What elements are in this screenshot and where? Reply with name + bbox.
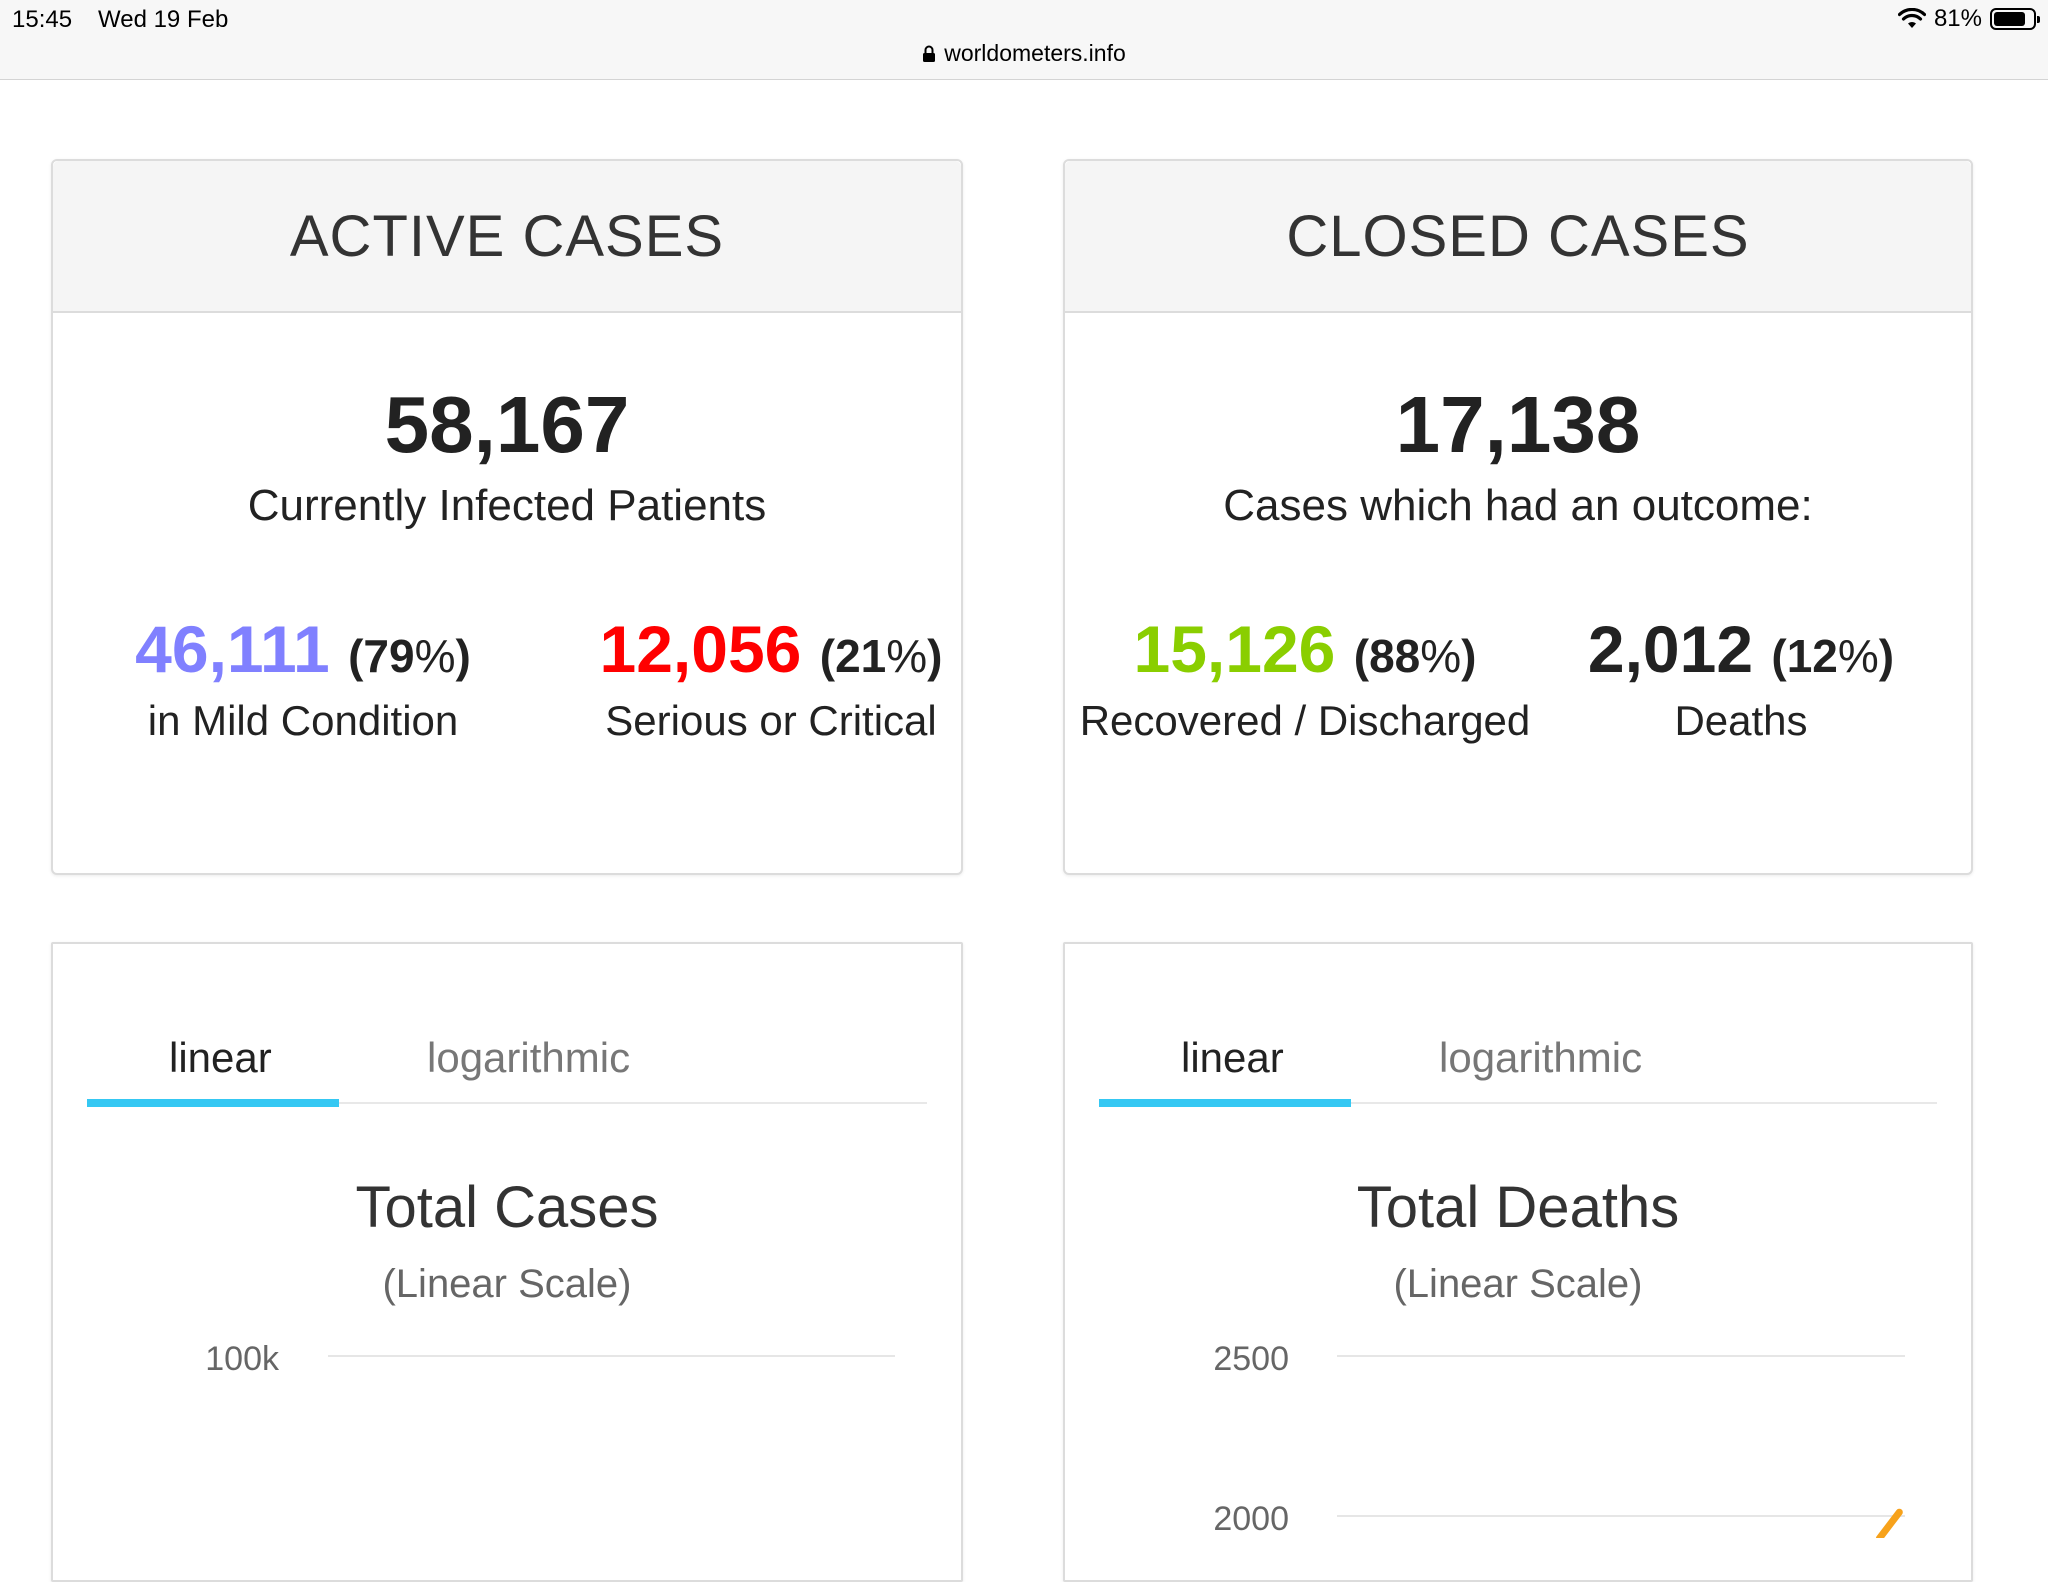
deaths-label: Deaths — [1674, 697, 1808, 744]
chart-subtitle: (Linear Scale) — [382, 1262, 632, 1306]
recovered-label: Recovered / Discharged — [1079, 697, 1531, 744]
tab-linear[interactable]: linear — [1181, 1034, 1284, 1081]
serious-label: Serious or Critical — [605, 697, 937, 744]
tab-divider — [1099, 1102, 1937, 1104]
address-bar[interactable]: worldometers.info — [0, 40, 2048, 67]
serious-percent: (21%) — [819, 630, 943, 682]
battery-percent: 81% — [1933, 5, 1982, 32]
chart-title: Total Cases — [355, 1175, 659, 1240]
active-cases-panel: ACTIVE CASES 58,167 Currently Infected P… — [51, 159, 963, 875]
mild-percent: (79%) — [348, 630, 471, 682]
recovered-value: 15,126 — [1133, 612, 1336, 686]
mild-value: 46,111 — [135, 612, 330, 686]
mild-label: in Mild Condition — [147, 697, 459, 744]
active-cases-total: 58,167 — [384, 380, 630, 469]
chart-subtitle: (Linear Scale) — [1393, 1262, 1643, 1306]
closed-cases-subtitle: Cases which had an outcome: — [1223, 481, 1813, 530]
closed-cases-panel: CLOSED CASES 17,138 Cases which had an o… — [1063, 159, 1973, 875]
serious-value: 12,056 — [599, 612, 802, 686]
y-tick-label: 2500 — [1213, 1340, 1289, 1378]
y-tick-label: 100k — [205, 1340, 280, 1378]
deaths-stat: 2,012 (12%) Deaths — [1511, 611, 1971, 745]
total-cases-chart: 100k — [205, 1340, 895, 1378]
tab-logarithmic[interactable]: logarithmic — [1439, 1034, 1643, 1081]
recovered-stat: 15,126 (88%) Recovered / Discharged — [1075, 611, 1535, 745]
serious-condition-stat: 12,056 (21%) Serious or Critical — [541, 611, 1001, 745]
wifi-icon — [1897, 8, 1926, 28]
lock-icon — [923, 45, 936, 62]
chart-title: Total Deaths — [1356, 1175, 1680, 1240]
status-right: 81% — [1897, 5, 2040, 33]
y-tick-label: 2000 — [1213, 1500, 1289, 1538]
tab-divider — [87, 1102, 927, 1104]
total-deaths-chart: 2500 2000 — [1213, 1340, 1905, 1538]
battery-level — [1994, 12, 2025, 26]
recovered-percent: (88%) — [1353, 630, 1477, 682]
series-line — [1875, 1508, 1903, 1538]
active-cases-title: ACTIVE CASES — [53, 161, 961, 313]
deaths-percent: (12%) — [1771, 630, 1895, 682]
closed-cases-title: CLOSED CASES — [1065, 161, 1971, 313]
active-tab-indicator — [1099, 1099, 1351, 1107]
status-bar: 15:45 Wed 19 Feb 81% worldometers.info — [0, 0, 2048, 80]
closed-cases-total: 17,138 — [1395, 380, 1641, 469]
url-text: worldometers.info — [944, 40, 1126, 66]
tab-linear[interactable]: linear — [169, 1034, 272, 1081]
active-cases-subtitle: Currently Infected Patients — [247, 481, 767, 530]
active-tab-indicator — [87, 1099, 339, 1107]
tab-logarithmic[interactable]: logarithmic — [427, 1034, 631, 1081]
deaths-value: 2,012 — [1587, 612, 1754, 686]
status-time: 15:45 — [12, 6, 73, 33]
total-deaths-chart-panel: linear logarithmic Total Deaths (Linear … — [1063, 942, 1973, 1582]
battery-icon — [1990, 8, 2040, 30]
status-date: Wed 19 Feb — [98, 6, 229, 33]
mild-condition-stat: 46,111 (79%) in Mild Condition — [73, 611, 533, 745]
battery-tip — [2037, 16, 2040, 23]
total-cases-chart-panel: linear logarithmic Total Cases (Linear S… — [51, 942, 963, 1582]
